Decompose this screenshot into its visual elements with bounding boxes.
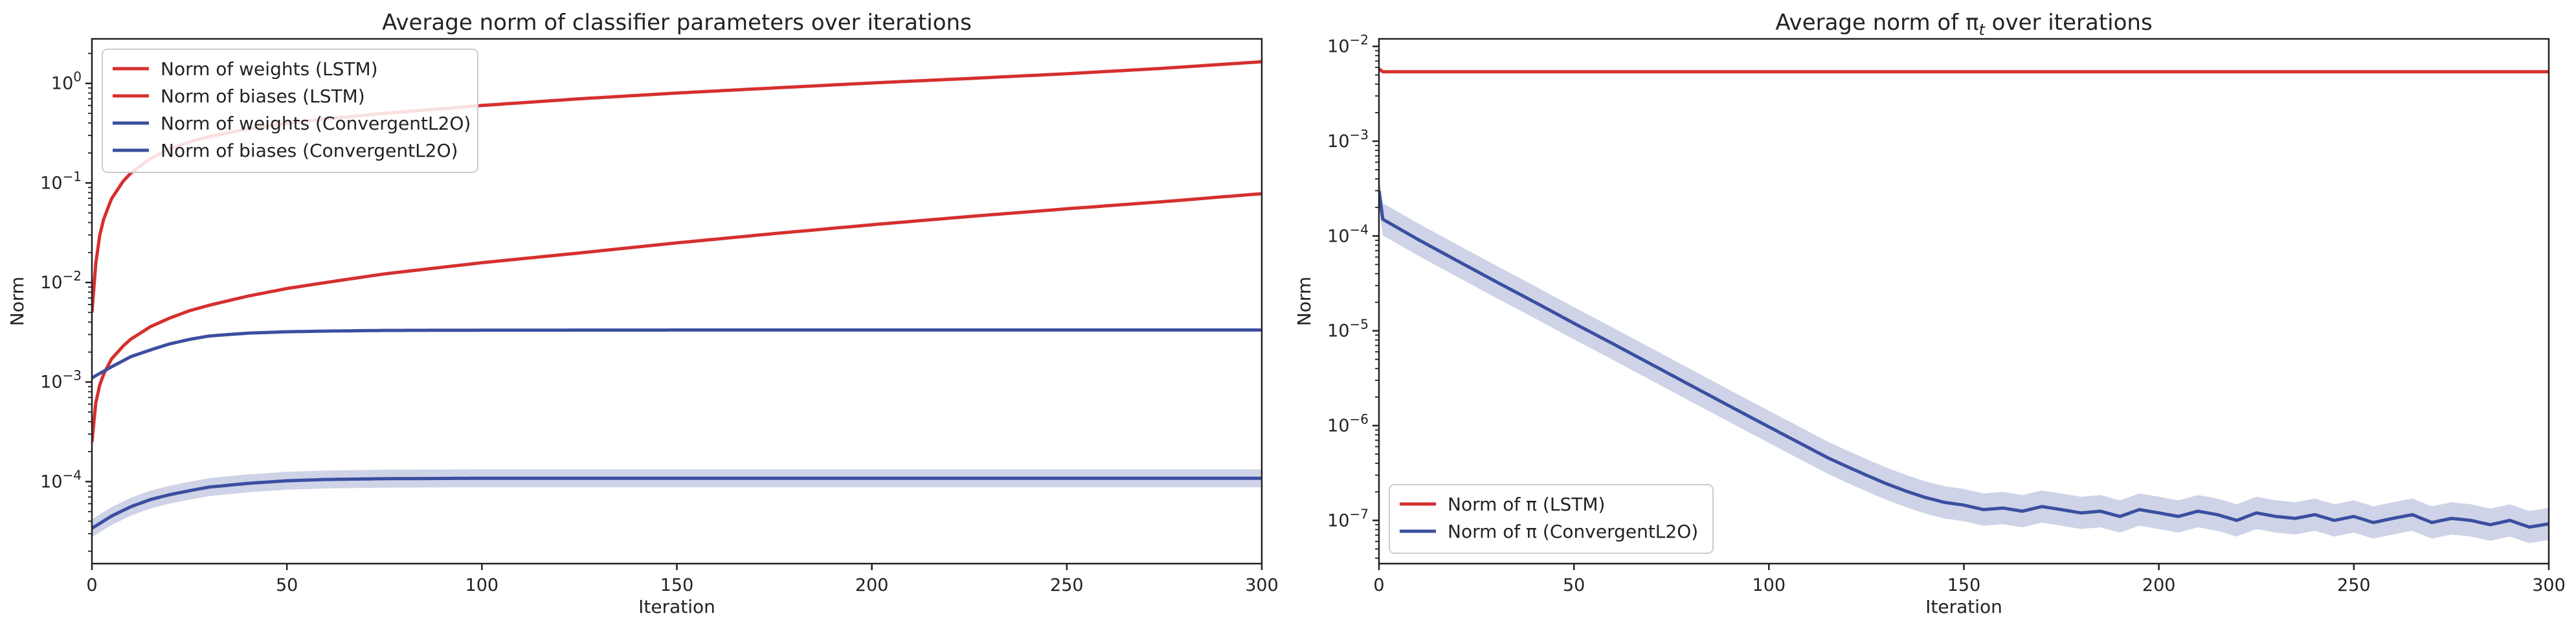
legend-label: Norm of π (ConvergentL2O) (1448, 521, 1698, 542)
legend-box (1389, 484, 1714, 554)
series-line-2 (1379, 190, 2549, 529)
x-tick-label: 150 (660, 575, 694, 595)
chart-panel-2: 0 50 100 150 200 250 300 10−7 10−6 10−5 10−4 10−3 10… (1294, 10, 2566, 617)
y-tick-label: 10−7 (1327, 506, 1369, 531)
y-tick-label: 10−3 (1327, 127, 1369, 152)
x-tick-label: 300 (1245, 575, 1279, 595)
x-tick-label: 250 (2337, 575, 2371, 595)
y-tick-label: 10−1 (40, 168, 82, 193)
series-line-2 (92, 192, 1262, 442)
y-tick-label: 10−5 (1327, 317, 1369, 341)
chart-title: Average norm of classifier parameters ov… (382, 10, 972, 36)
series-band-4 (92, 469, 1262, 538)
x-axis-label: Iteration (638, 596, 715, 617)
x-tick-label: 200 (855, 575, 889, 595)
y-tick-label: 10−2 (1327, 32, 1369, 57)
y-tick-label: 10−4 (1327, 222, 1369, 246)
legend: Norm of weights (LSTM) Norm of biases (LS… (102, 49, 478, 173)
plot-area (92, 60, 1262, 538)
legend-label: Norm of π (LSTM) (1448, 494, 1605, 515)
x-tick-label: 100 (1753, 575, 1786, 595)
chart-title: Average norm of πt over iterations (1775, 10, 2152, 39)
y-tick-label: 100 (51, 69, 82, 94)
x-tick-label: 300 (2532, 575, 2566, 595)
x-tick-label: 50 (1563, 575, 1585, 595)
series-line-3 (92, 328, 1262, 380)
x-tick-label: 0 (1373, 575, 1384, 595)
plot-area (1379, 67, 2549, 544)
x-tick-label: 250 (1050, 575, 1084, 595)
legend-label: Norm of biases (LSTM) (161, 86, 365, 107)
series-band-2 (1379, 174, 2549, 544)
x-tick-label: 150 (1947, 575, 1981, 595)
y-tick-label: 10−6 (1327, 411, 1369, 436)
x-tick-label: 50 (276, 575, 298, 595)
chart-panel-1: 0 50 100 150 200 250 300 10−4 10−3 10−2 10−1 100 Ite… (6, 10, 1279, 617)
legend-box (102, 49, 478, 173)
legend: Norm of π (LSTM) Norm of π (ConvergentL2O… (1389, 484, 1714, 554)
series-line-4 (92, 476, 1262, 530)
y-tick-label: 10−3 (40, 368, 82, 393)
legend-label: Norm of weights (ConvergentL2O) (161, 113, 471, 134)
y-axis-label: Norm (1294, 277, 1315, 326)
y-tick-label: 10−2 (40, 268, 82, 293)
y-tick-label: 10−4 (40, 467, 82, 492)
series-line-1 (1379, 67, 2549, 74)
x-axis-label: Iteration (1925, 596, 2002, 617)
legend-label: Norm of weights (LSTM) (161, 58, 378, 80)
x-tick-label: 100 (465, 575, 499, 595)
x-tick-label: 0 (86, 575, 97, 595)
y-axis-label: Norm (6, 277, 28, 326)
legend-label: Norm of biases (ConvergentL2O) (161, 140, 458, 161)
x-tick-label: 200 (2142, 575, 2176, 595)
